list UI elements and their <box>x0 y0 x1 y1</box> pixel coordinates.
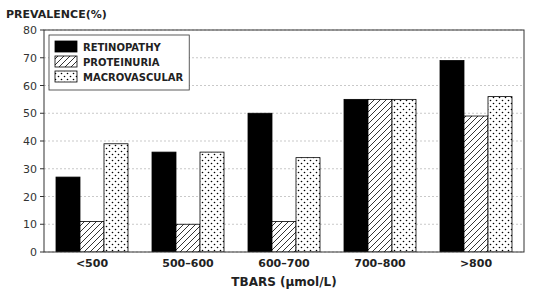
bar <box>464 116 488 252</box>
x-tick-label: 700–800 <box>354 257 406 270</box>
x-tick-label: 600–700 <box>258 257 310 270</box>
plot-frame <box>44 30 524 252</box>
y-tick <box>40 85 44 86</box>
y-tick <box>40 57 44 58</box>
bar <box>488 97 512 252</box>
bar <box>176 224 200 252</box>
legend-label: RETINOPATHY <box>83 42 162 53</box>
legend-swatch <box>55 71 77 82</box>
y-tick-label: 70 <box>23 52 37 65</box>
bar <box>152 152 176 252</box>
y-tick-label: 30 <box>23 163 37 176</box>
y-tick-label: 10 <box>23 218 37 231</box>
y-tick <box>40 141 44 142</box>
bar <box>200 152 224 252</box>
x-tick-label: <500 <box>76 257 109 270</box>
legend-frame <box>49 35 189 90</box>
bar <box>296 158 320 252</box>
legend: RETINOPATHY PROTEINURIA MACROVASCULAR <box>49 35 189 90</box>
bar <box>344 99 368 252</box>
legend-label: MACROVASCULAR <box>83 72 184 83</box>
y-tick-label: 0 <box>30 246 37 259</box>
bar <box>272 221 296 252</box>
x-tick-label: >800 <box>460 257 493 270</box>
y-tick <box>40 224 44 225</box>
bar <box>104 144 128 252</box>
y-tick-label: 40 <box>23 135 37 148</box>
y-tick-label: 60 <box>23 80 37 93</box>
x-tick-label: 500–600 <box>162 257 214 270</box>
bar <box>392 99 416 252</box>
bar <box>248 113 272 252</box>
bar <box>56 177 80 252</box>
y-tick <box>40 252 44 253</box>
legend-label: PROTEINURIA <box>83 57 160 68</box>
bar <box>368 99 392 252</box>
y-tick-label: 20 <box>23 191 37 204</box>
y-tick <box>40 30 44 31</box>
chart-container: 0 10 20 30 40 50 60 70 80 <500 500–600 600–700 700–8… <box>0 0 536 294</box>
legend-swatch <box>55 41 77 52</box>
y-tick <box>40 196 44 197</box>
chart: 0 10 20 30 40 50 60 70 80 <500 500–600 600–700 700–8… <box>0 0 536 294</box>
y-tick <box>40 113 44 114</box>
y-axis-label: PREVALENCE(%) <box>6 8 107 21</box>
bar <box>80 221 104 252</box>
bar <box>440 61 464 252</box>
y-tick-label: 80 <box>23 24 37 37</box>
y-tick <box>40 168 44 169</box>
y-tick-label: 50 <box>23 107 37 120</box>
legend-swatch <box>55 56 77 67</box>
x-axis-label: TBARS (μmol/L) <box>231 275 336 289</box>
